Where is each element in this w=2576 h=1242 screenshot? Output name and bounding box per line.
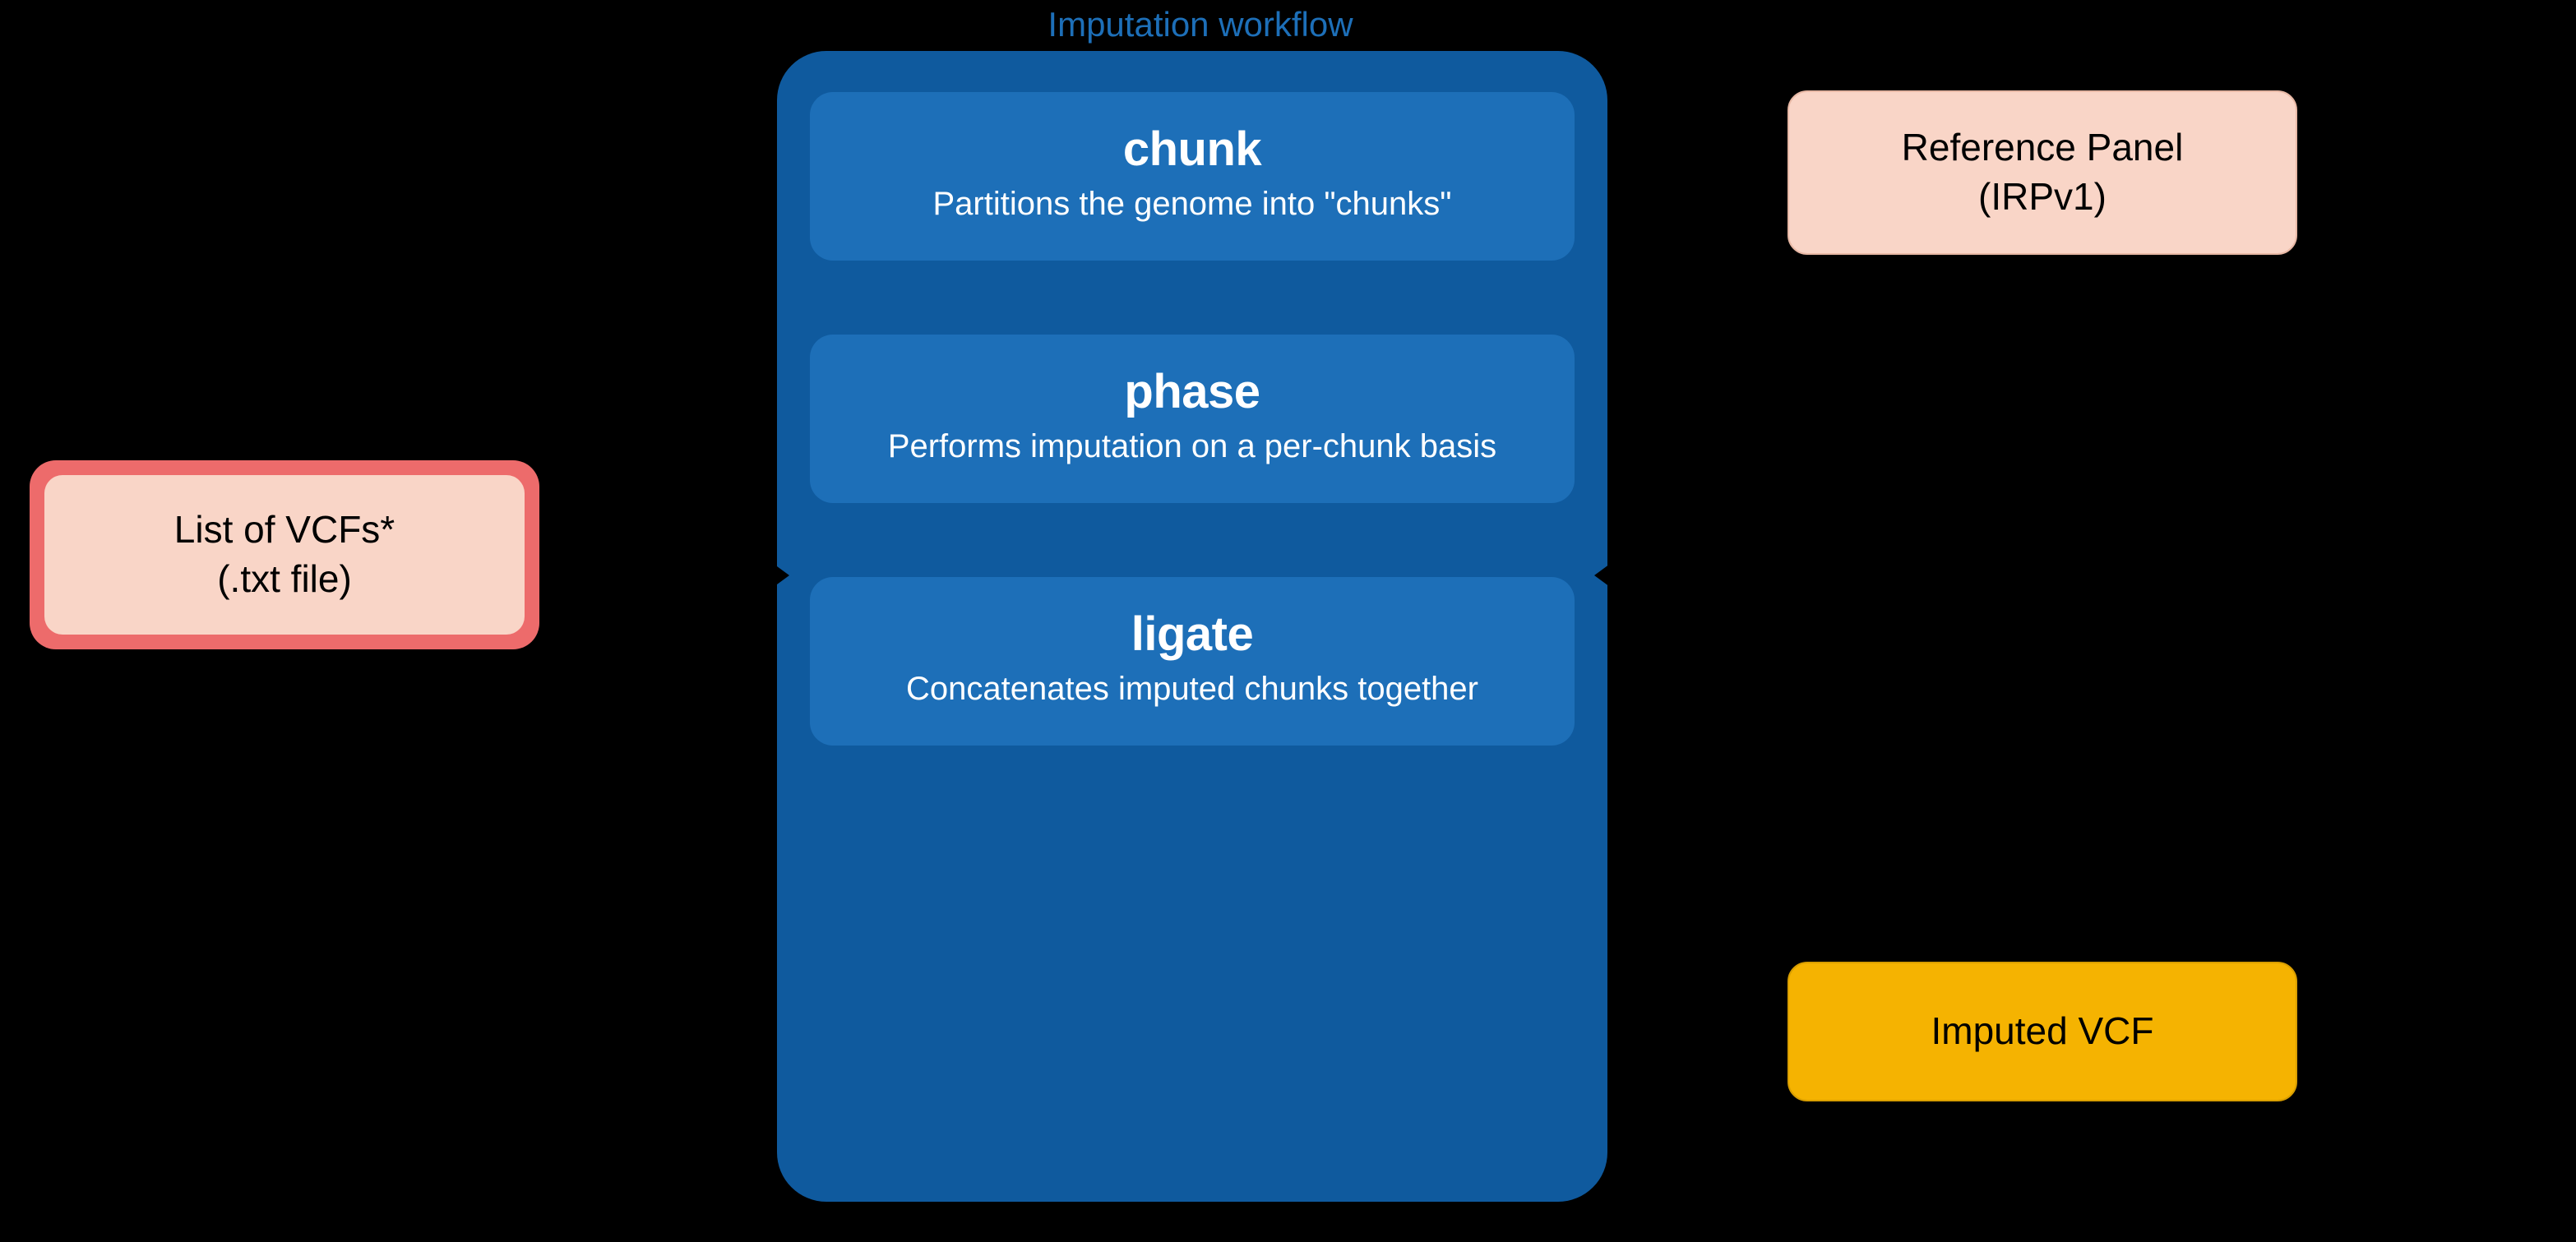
input-line1: List of VCFs* (174, 506, 395, 555)
step-ligate: ligate Concatenates imputed chunks toget… (810, 577, 1575, 746)
arrow-ref-to-phase (1594, 557, 1619, 593)
step-ligate-desc: Concatenates imputed chunks together (843, 668, 1542, 709)
step-phase-desc: Performs imputation on a per-chunk basis (843, 426, 1542, 467)
arrow-ligate-to-output (1620, 1013, 1644, 1050)
output-box: Imputed VCF (1787, 962, 2297, 1101)
step-phase: phase Performs imputation on a per-chunk… (810, 335, 1575, 503)
step-chunk: chunk Partitions the genome into "chunks… (810, 92, 1575, 261)
input-box: List of VCFs* (.txt file) (30, 460, 539, 649)
reference-panel-box: Reference Panel (IRPv1) (1787, 90, 2297, 255)
arrow-input-to-phase (765, 557, 789, 593)
input-box-inner: List of VCFs* (.txt file) (44, 475, 525, 635)
input-line2: (.txt file) (217, 555, 352, 604)
step-chunk-title: chunk (843, 122, 1542, 177)
output-label: Imputed VCF (1931, 1007, 2154, 1056)
step-phase-title: phase (843, 364, 1542, 419)
workflow-container: chunk Partitions the genome into "chunks… (777, 51, 1607, 1202)
diagram-canvas: Imputation workflow chunk Partitions the… (0, 0, 2576, 1242)
step-chunk-desc: Partitions the genome into "chunks" (843, 183, 1542, 224)
reference-line2: (IRPv1) (1978, 173, 2107, 222)
workflow-title: Imputation workflow (1003, 5, 1398, 44)
reference-line1: Reference Panel (1902, 123, 2184, 173)
step-ligate-title: ligate (843, 607, 1542, 662)
